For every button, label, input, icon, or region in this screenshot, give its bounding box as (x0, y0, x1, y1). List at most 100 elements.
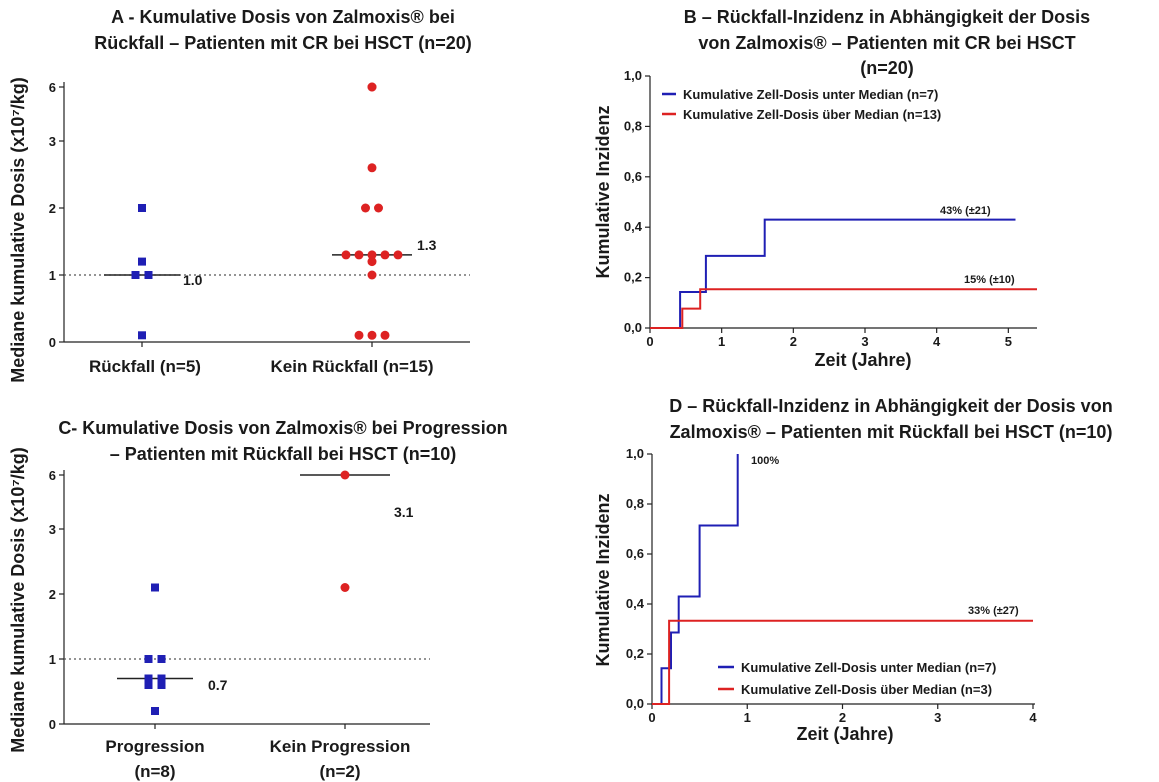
data-point-square (138, 257, 146, 266)
panel-b-ticks: 0,0 0,2 0,4 0,6 0,8 1,0 0 1 2 3 4 5 (624, 68, 1012, 349)
panel-c-category-1-line-2: (n=8) (134, 762, 175, 781)
x-tick-label: 3 (934, 710, 941, 725)
data-point-circle (367, 163, 377, 173)
series-line-red (652, 619, 1033, 705)
panel-a-y-axis-label: Mediane kumulative Dosis (x10⁷/kg) (8, 77, 28, 383)
y-tick-label: 0,4 (626, 596, 645, 611)
panel-c-median-label-1: 0.7 (208, 677, 228, 693)
x-tick-label: 4 (933, 334, 941, 349)
y-tick-label: 1,0 (624, 68, 642, 83)
data-point-square (138, 204, 146, 212)
y-tick-label: 3 (49, 134, 56, 149)
panel-c: C- Kumulative Dosis von Zalmoxis® bei Pr… (8, 418, 508, 781)
panel-a-points (104, 82, 412, 340)
panel-c-median-label-2: 3.1 (394, 504, 414, 520)
x-tick-label: 3 (861, 334, 868, 349)
data-point-circle (380, 250, 390, 260)
y-tick-label: 1 (49, 652, 56, 667)
panel-d-end-label-red: 33% (±27) (968, 605, 1019, 617)
panel-b-legend-entry-1: Kumulative Zell-Dosis unter Median (n=7) (683, 87, 938, 102)
x-tick-label: 0 (646, 334, 653, 349)
y-tick-label: 0,6 (626, 546, 644, 561)
panel-d-end-label-blue: 100% (751, 455, 779, 467)
series-line-blue (650, 218, 1016, 329)
panel-c-points (117, 470, 390, 715)
panel-b-title-line-3: (n=20) (860, 58, 914, 78)
data-point-circle (341, 250, 351, 260)
panel-d-title-line-2: Zalmoxis® – Patienten mit Rückfall bei H… (670, 422, 1113, 442)
data-point-circle (367, 250, 377, 260)
panel-a-title-line-2: Rückfall – Patienten mit CR bei HSCT (n=… (94, 33, 472, 53)
panel-c-category-2-line-1: Kein Progression (270, 737, 411, 756)
y-tick-label: 0,8 (626, 496, 644, 511)
y-tick-label: 0,0 (624, 320, 642, 335)
data-point-circle (361, 203, 370, 213)
panel-c-y-ticks: 0 1 2 3 6 (49, 468, 346, 732)
x-tick-label: 5 (1005, 334, 1012, 349)
data-point-square (131, 271, 140, 279)
panel-a: A - Kumulative Dosis von Zalmoxis® bei R… (8, 7, 472, 383)
y-tick-label: 6 (49, 468, 56, 483)
y-tick-label: 0,4 (624, 219, 643, 234)
y-tick-label: 0,8 (624, 118, 642, 133)
panel-b-end-label-blue: 43% (±21) (940, 205, 991, 217)
data-point-circle (354, 330, 364, 340)
data-point-circle (380, 330, 390, 340)
x-tick-label: 2 (790, 334, 797, 349)
data-point-square (144, 271, 153, 279)
y-tick-label: 0,2 (624, 270, 642, 285)
y-tick-label: 2 (49, 201, 56, 216)
panel-a-median-label-2: 1.3 (417, 237, 437, 253)
series-line-blue (652, 454, 739, 705)
x-tick-label: 4 (1029, 710, 1037, 725)
y-tick-label: 2 (49, 587, 56, 602)
panel-c-title-line-1: C- Kumulative Dosis von Zalmoxis® bei Pr… (58, 418, 507, 438)
panel-c-title-line-2: – Patienten mit Rückfall bei HSCT (n=10) (110, 444, 457, 464)
panel-a-category-1: Rückfall (n=5) (89, 357, 201, 376)
panel-b-end-label-red: 15% (±10) (964, 274, 1015, 286)
x-tick-label: 0 (648, 710, 655, 725)
y-tick-label: 3 (49, 522, 56, 537)
data-point-square (157, 655, 166, 663)
panel-b: B – Rückfall-Inzidenz in Abhängigkeit de… (593, 7, 1090, 370)
data-point-circle (340, 470, 350, 480)
data-point-square (144, 681, 153, 689)
x-tick-label: 2 (839, 710, 846, 725)
y-tick-label: 0 (49, 335, 56, 350)
y-tick-label: 0,6 (624, 169, 642, 184)
panel-c-category-2-line-2: (n=2) (319, 762, 360, 781)
panel-d-ticks: 0,0 0,2 0,4 0,6 0,8 1,0 0 1 2 3 4 (626, 446, 1037, 725)
panel-d-legend-entry-1: Kumulative Zell-Dosis unter Median (n=7) (741, 660, 996, 675)
panel-b-curves (650, 218, 1037, 329)
panel-b-legend-entry-2: Kumulative Zell-Dosis über Median (n=13) (683, 107, 941, 122)
data-point-circle (367, 257, 377, 267)
panel-c-category-1-line-1: Progression (105, 737, 204, 756)
panel-d-x-axis-label: Zeit (Jahre) (796, 724, 893, 744)
panel-a-median-label-1: 1.0 (183, 272, 203, 288)
panel-a-y-ticks: 0 1 2 3 6 (49, 80, 373, 350)
data-point-square (151, 707, 159, 715)
panel-d-legend: Kumulative Zell-Dosis unter Median (n=7)… (718, 660, 996, 697)
panel-d-title-line-1: D – Rückfall-Inzidenz in Abhängigkeit de… (669, 396, 1112, 416)
data-point-circle (340, 583, 350, 592)
data-point-square (157, 674, 166, 683)
y-tick-label: 1 (49, 268, 56, 283)
panel-a-category-2: Kein Rückfall (n=15) (271, 357, 434, 376)
panel-d-y-axis-label: Kumulative Inzidenz (593, 493, 613, 666)
y-tick-label: 6 (49, 80, 56, 95)
data-point-square (144, 655, 153, 663)
data-point-square (157, 681, 166, 689)
x-tick-label: 1 (744, 710, 751, 725)
y-tick-label: 0,2 (626, 646, 644, 661)
panel-b-title-line-1: B – Rückfall-Inzidenz in Abhängigkeit de… (684, 7, 1090, 27)
panel-c-y-axis-label: Mediane kumulative Dosis (x10⁷/kg) (8, 447, 28, 753)
panel-a-title-line-1: A - Kumulative Dosis von Zalmoxis® bei (111, 7, 455, 27)
x-tick-label: 1 (718, 334, 725, 349)
data-point-circle (393, 250, 403, 260)
panel-d: D – Rückfall-Inzidenz in Abhängigkeit de… (593, 396, 1113, 744)
panel-b-y-axis-label: Kumulative Inzidenz (593, 105, 613, 278)
y-tick-label: 0,0 (626, 696, 644, 711)
data-point-circle (367, 82, 377, 92)
y-tick-label: 0 (49, 717, 56, 732)
